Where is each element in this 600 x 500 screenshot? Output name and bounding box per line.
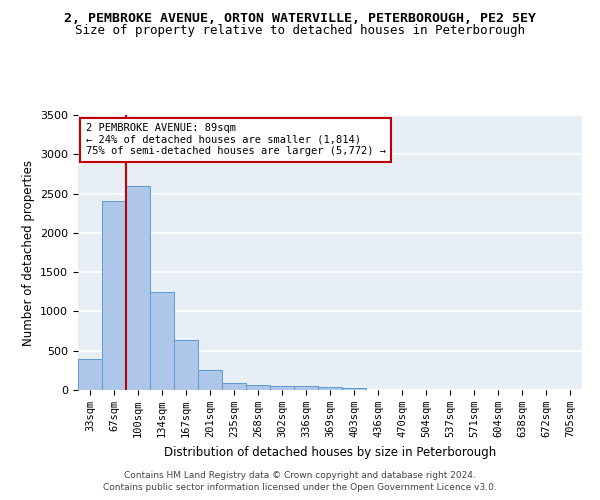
Bar: [342, 388, 366, 390]
Bar: [246, 386, 270, 390]
Bar: [318, 387, 342, 390]
Y-axis label: Number of detached properties: Number of detached properties: [22, 160, 35, 346]
Bar: [102, 202, 126, 390]
Bar: [174, 340, 198, 390]
Bar: [150, 292, 174, 390]
Text: 2, PEMBROKE AVENUE, ORTON WATERVILLE, PETERBOROUGH, PE2 5EY: 2, PEMBROKE AVENUE, ORTON WATERVILLE, PE…: [64, 12, 536, 26]
Bar: [78, 359, 102, 390]
Bar: [294, 386, 318, 390]
Bar: [270, 386, 294, 390]
Text: Contains HM Land Registry data © Crown copyright and database right 2024.: Contains HM Land Registry data © Crown c…: [124, 472, 476, 480]
Text: Size of property relative to detached houses in Peterborough: Size of property relative to detached ho…: [75, 24, 525, 37]
X-axis label: Distribution of detached houses by size in Peterborough: Distribution of detached houses by size …: [164, 446, 496, 458]
Text: 2 PEMBROKE AVENUE: 89sqm
← 24% of detached houses are smaller (1,814)
75% of sem: 2 PEMBROKE AVENUE: 89sqm ← 24% of detach…: [86, 123, 386, 156]
Bar: [126, 186, 150, 390]
Bar: [222, 382, 246, 390]
Text: Contains public sector information licensed under the Open Government Licence v3: Contains public sector information licen…: [103, 483, 497, 492]
Bar: [198, 370, 222, 390]
